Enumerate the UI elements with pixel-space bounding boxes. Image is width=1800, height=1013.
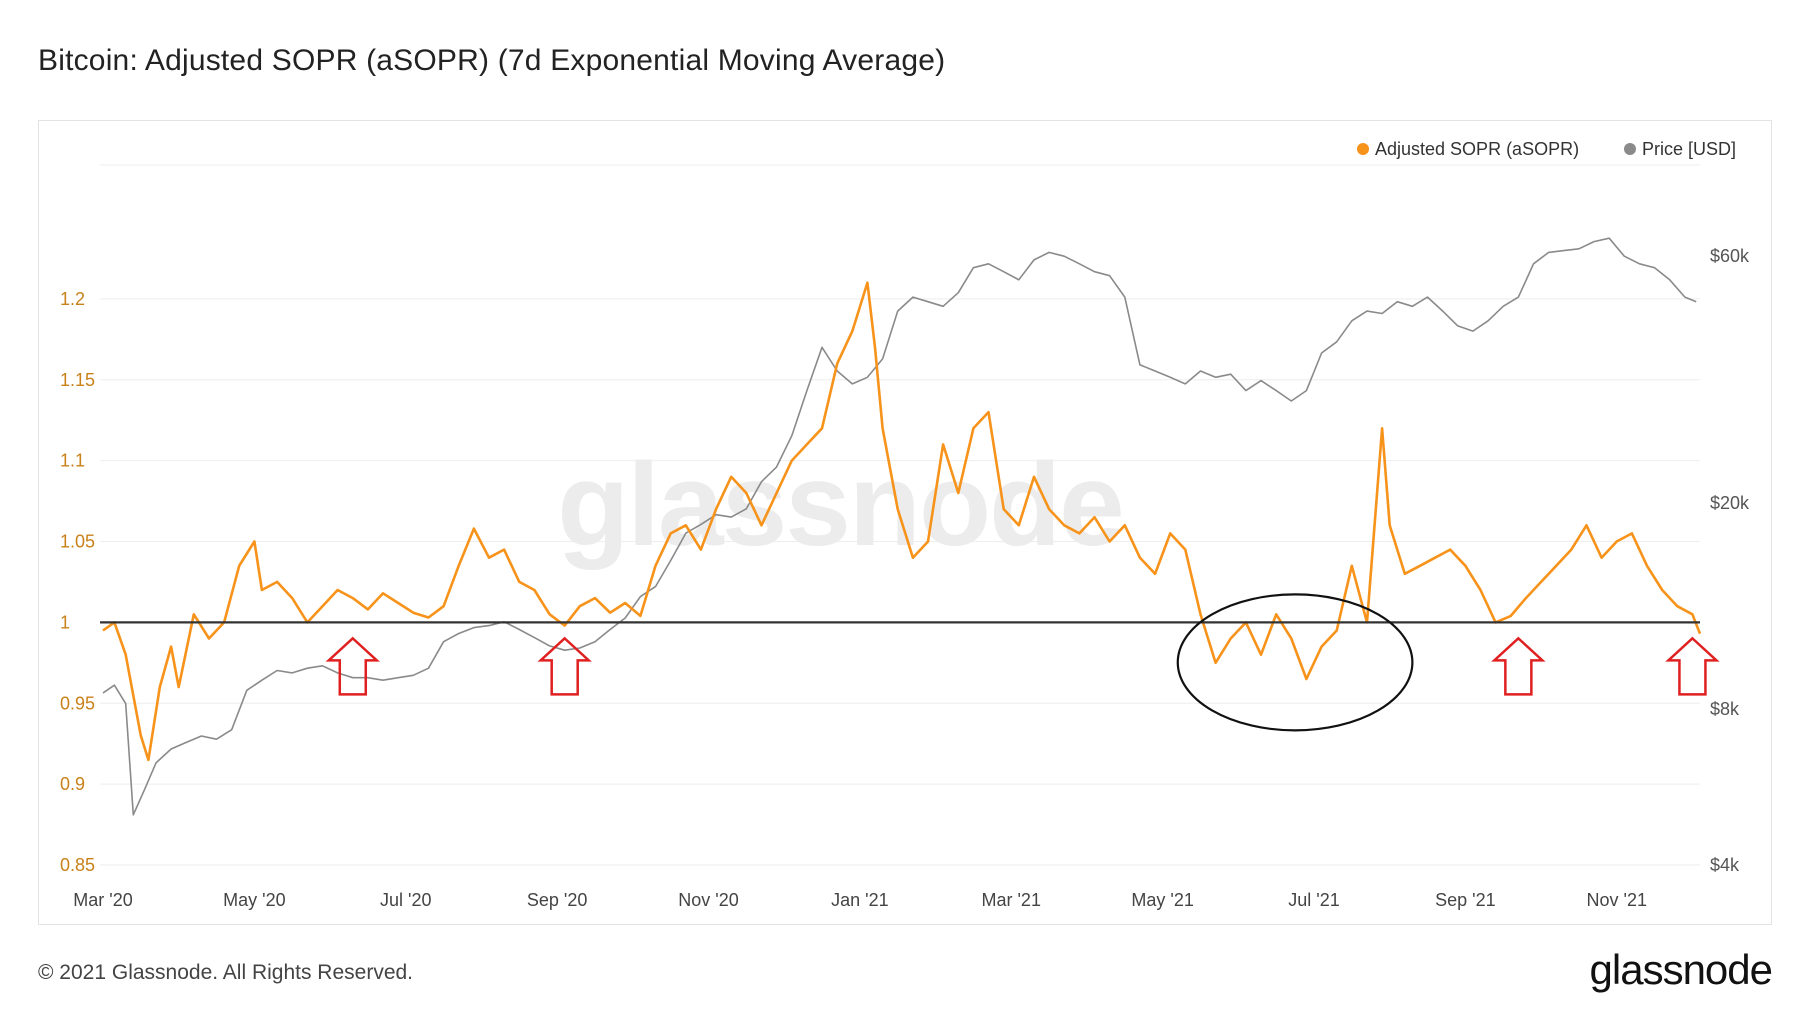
right-tick-label: $4k xyxy=(1710,855,1740,875)
legend-dot-price xyxy=(1624,143,1636,155)
x-tick-label: Jul '20 xyxy=(380,890,431,910)
chart-frame xyxy=(38,120,1772,925)
copyright-text: © 2021 Glassnode. All Rights Reserved. xyxy=(38,961,414,984)
right-axis: $4k $8k $20k $60k xyxy=(1710,246,1750,875)
up-arrow-icon xyxy=(1491,636,1546,696)
left-tick-label: 1 xyxy=(60,612,70,632)
x-tick-label: Mar '20 xyxy=(73,890,132,910)
highlight-ellipse xyxy=(1176,593,1414,732)
x-axis: Mar '20 May '20 Jul '20 Sep '20 Nov '20 Jan '… xyxy=(73,890,1647,910)
up-arrow-icon xyxy=(1665,636,1720,696)
price-line xyxy=(102,237,1697,816)
right-tick-label: $60k xyxy=(1710,246,1750,266)
grid-lines xyxy=(100,164,1700,866)
x-tick-label: May '21 xyxy=(1131,890,1193,910)
chart-title: Bitcoin: Adjusted SOPR (aSOPR) (7d Expon… xyxy=(38,44,946,77)
x-tick-label: Nov '21 xyxy=(1587,890,1647,910)
annotations xyxy=(325,593,1720,732)
x-tick-label: Jul '21 xyxy=(1288,890,1339,910)
legend-label-asopr: Adjusted SOPR (aSOPR) xyxy=(1375,139,1579,159)
left-tick-label: 1.15 xyxy=(60,370,95,390)
legend-dot-asopr xyxy=(1357,143,1369,155)
x-tick-label: Sep '20 xyxy=(527,890,588,910)
left-tick-label: 0.9 xyxy=(60,774,85,794)
left-tick-label: 1.1 xyxy=(60,451,85,471)
left-tick-label: 1.05 xyxy=(60,532,95,552)
left-tick-label: 1.2 xyxy=(60,289,85,309)
legend-label-price: Price [USD] xyxy=(1642,139,1736,159)
left-tick-label: 0.95 xyxy=(60,693,95,713)
x-tick-label: Nov '20 xyxy=(678,890,738,910)
price-series xyxy=(102,237,1697,816)
x-tick-label: May '20 xyxy=(223,890,285,910)
x-tick-label: Mar '21 xyxy=(982,890,1041,910)
glassnode-logo[interactable]: glassnode xyxy=(1589,946,1773,993)
asopr-line xyxy=(102,281,1702,762)
x-tick-label: Jan '21 xyxy=(831,890,888,910)
right-tick-label: $20k xyxy=(1710,493,1750,513)
up-arrow-icon xyxy=(537,636,592,696)
up-arrow-icon xyxy=(325,636,380,696)
left-tick-label: 0.85 xyxy=(60,855,95,875)
legend: Adjusted SOPR (aSOPR) Price [USD] xyxy=(1357,139,1736,159)
watermark-text: glassnode xyxy=(557,439,1123,571)
asopr-series xyxy=(102,281,1702,762)
right-tick-label: $8k xyxy=(1710,699,1740,719)
left-axis: 0.85 0.9 0.95 1 1.05 1.1 1.15 1.2 xyxy=(60,289,95,875)
x-tick-label: Sep '21 xyxy=(1435,890,1496,910)
